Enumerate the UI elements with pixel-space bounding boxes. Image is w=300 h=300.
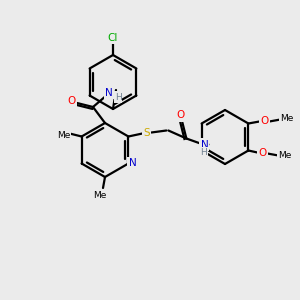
Text: O: O: [176, 110, 184, 121]
Text: O: O: [260, 116, 268, 127]
Text: S: S: [143, 128, 150, 137]
Text: Me: Me: [93, 190, 107, 200]
Text: H: H: [200, 148, 207, 157]
Text: Me: Me: [278, 151, 291, 160]
Text: N: N: [128, 158, 136, 169]
Text: N: N: [200, 140, 208, 149]
Text: Cl: Cl: [108, 33, 118, 43]
Text: Me: Me: [280, 114, 293, 123]
Text: O: O: [258, 148, 266, 158]
Text: N: N: [105, 88, 113, 98]
Text: Me: Me: [57, 131, 70, 140]
Text: H: H: [115, 92, 122, 101]
Text: O: O: [68, 96, 76, 106]
